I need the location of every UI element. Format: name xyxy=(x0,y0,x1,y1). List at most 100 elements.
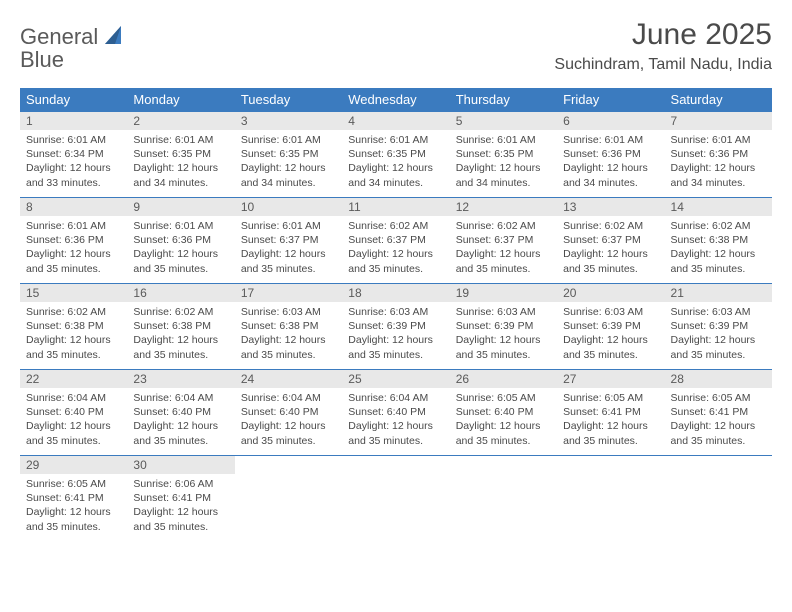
calendar-week-row: 22Sunrise: 6:04 AMSunset: 6:40 PMDayligh… xyxy=(20,370,772,456)
day-details: Sunrise: 6:01 AMSunset: 6:36 PMDaylight:… xyxy=(665,130,772,196)
calendar-week-row: 29Sunrise: 6:05 AMSunset: 6:41 PMDayligh… xyxy=(20,456,772,542)
calendar-cell xyxy=(557,456,664,542)
day-details: Sunrise: 6:01 AMSunset: 6:35 PMDaylight:… xyxy=(450,130,557,196)
day-details: Sunrise: 6:02 AMSunset: 6:37 PMDaylight:… xyxy=(342,216,449,282)
calendar-cell: 19Sunrise: 6:03 AMSunset: 6:39 PMDayligh… xyxy=(450,284,557,370)
day-number: 30 xyxy=(127,456,234,474)
calendar-cell: 28Sunrise: 6:05 AMSunset: 6:41 PMDayligh… xyxy=(665,370,772,456)
calendar-cell xyxy=(342,456,449,542)
weekday-header: Wednesday xyxy=(342,88,449,112)
day-number: 28 xyxy=(665,370,772,388)
day-number: 16 xyxy=(127,284,234,302)
day-details: Sunrise: 6:01 AMSunset: 6:34 PMDaylight:… xyxy=(20,130,127,196)
location-text: Suchindram, Tamil Nadu, India xyxy=(554,56,772,74)
day-number: 21 xyxy=(665,284,772,302)
day-details: Sunrise: 6:05 AMSunset: 6:41 PMDaylight:… xyxy=(665,388,772,454)
day-number: 20 xyxy=(557,284,664,302)
calendar-cell: 8Sunrise: 6:01 AMSunset: 6:36 PMDaylight… xyxy=(20,198,127,284)
day-details: Sunrise: 6:04 AMSunset: 6:40 PMDaylight:… xyxy=(342,388,449,454)
calendar-cell: 12Sunrise: 6:02 AMSunset: 6:37 PMDayligh… xyxy=(450,198,557,284)
weekday-header: Tuesday xyxy=(235,88,342,112)
day-details: Sunrise: 6:04 AMSunset: 6:40 PMDaylight:… xyxy=(20,388,127,454)
day-number: 8 xyxy=(20,198,127,216)
day-details: Sunrise: 6:03 AMSunset: 6:39 PMDaylight:… xyxy=(665,302,772,368)
calendar-week-row: 8Sunrise: 6:01 AMSunset: 6:36 PMDaylight… xyxy=(20,198,772,284)
day-details: Sunrise: 6:01 AMSunset: 6:35 PMDaylight:… xyxy=(127,130,234,196)
day-number: 12 xyxy=(450,198,557,216)
day-details: Sunrise: 6:01 AMSunset: 6:36 PMDaylight:… xyxy=(127,216,234,282)
calendar-cell: 10Sunrise: 6:01 AMSunset: 6:37 PMDayligh… xyxy=(235,198,342,284)
day-number: 6 xyxy=(557,112,664,130)
day-details: Sunrise: 6:01 AMSunset: 6:36 PMDaylight:… xyxy=(20,216,127,282)
day-details: Sunrise: 6:03 AMSunset: 6:39 PMDaylight:… xyxy=(557,302,664,368)
day-number: 14 xyxy=(665,198,772,216)
day-details: Sunrise: 6:02 AMSunset: 6:37 PMDaylight:… xyxy=(557,216,664,282)
day-number: 5 xyxy=(450,112,557,130)
title-block: June 2025 Suchindram, Tamil Nadu, India xyxy=(554,18,772,74)
calendar-cell: 22Sunrise: 6:04 AMSunset: 6:40 PMDayligh… xyxy=(20,370,127,456)
day-details: Sunrise: 6:01 AMSunset: 6:36 PMDaylight:… xyxy=(557,130,664,196)
day-number: 18 xyxy=(342,284,449,302)
day-number: 27 xyxy=(557,370,664,388)
day-number: 3 xyxy=(235,112,342,130)
calendar-cell xyxy=(665,456,772,542)
day-details: Sunrise: 6:02 AMSunset: 6:37 PMDaylight:… xyxy=(450,216,557,282)
calendar-cell: 30Sunrise: 6:06 AMSunset: 6:41 PMDayligh… xyxy=(127,456,234,542)
calendar-cell: 24Sunrise: 6:04 AMSunset: 6:40 PMDayligh… xyxy=(235,370,342,456)
calendar-week-row: 1Sunrise: 6:01 AMSunset: 6:34 PMDaylight… xyxy=(20,112,772,198)
day-number: 17 xyxy=(235,284,342,302)
weekday-header-row: SundayMondayTuesdayWednesdayThursdayFrid… xyxy=(20,88,772,112)
day-number: 10 xyxy=(235,198,342,216)
day-number: 9 xyxy=(127,198,234,216)
day-details: Sunrise: 6:05 AMSunset: 6:41 PMDaylight:… xyxy=(557,388,664,454)
calendar-cell: 4Sunrise: 6:01 AMSunset: 6:35 PMDaylight… xyxy=(342,112,449,198)
day-number: 25 xyxy=(342,370,449,388)
calendar-cell: 25Sunrise: 6:04 AMSunset: 6:40 PMDayligh… xyxy=(342,370,449,456)
weekday-header: Sunday xyxy=(20,88,127,112)
sail-icon xyxy=(105,26,125,49)
header: General Blue June 2025 Suchindram, Tamil… xyxy=(20,18,772,74)
calendar-cell: 15Sunrise: 6:02 AMSunset: 6:38 PMDayligh… xyxy=(20,284,127,370)
calendar-body: 1Sunrise: 6:01 AMSunset: 6:34 PMDaylight… xyxy=(20,112,772,542)
calendar-cell: 16Sunrise: 6:02 AMSunset: 6:38 PMDayligh… xyxy=(127,284,234,370)
calendar-cell xyxy=(450,456,557,542)
calendar-cell: 2Sunrise: 6:01 AMSunset: 6:35 PMDaylight… xyxy=(127,112,234,198)
day-number: 22 xyxy=(20,370,127,388)
calendar-cell: 1Sunrise: 6:01 AMSunset: 6:34 PMDaylight… xyxy=(20,112,127,198)
weekday-header: Friday xyxy=(557,88,664,112)
weekday-header: Thursday xyxy=(450,88,557,112)
day-details: Sunrise: 6:05 AMSunset: 6:41 PMDaylight:… xyxy=(20,474,127,540)
calendar-cell: 20Sunrise: 6:03 AMSunset: 6:39 PMDayligh… xyxy=(557,284,664,370)
day-details: Sunrise: 6:02 AMSunset: 6:38 PMDaylight:… xyxy=(20,302,127,368)
calendar-cell: 14Sunrise: 6:02 AMSunset: 6:38 PMDayligh… xyxy=(665,198,772,284)
day-number: 2 xyxy=(127,112,234,130)
day-number: 26 xyxy=(450,370,557,388)
day-number: 1 xyxy=(20,112,127,130)
day-details: Sunrise: 6:03 AMSunset: 6:39 PMDaylight:… xyxy=(450,302,557,368)
brand-logo: General Blue xyxy=(20,26,125,72)
day-number: 15 xyxy=(20,284,127,302)
weekday-header: Saturday xyxy=(665,88,772,112)
calendar-cell: 6Sunrise: 6:01 AMSunset: 6:36 PMDaylight… xyxy=(557,112,664,198)
day-details: Sunrise: 6:03 AMSunset: 6:39 PMDaylight:… xyxy=(342,302,449,368)
calendar-cell xyxy=(235,456,342,542)
day-number: 7 xyxy=(665,112,772,130)
calendar-cell: 11Sunrise: 6:02 AMSunset: 6:37 PMDayligh… xyxy=(342,198,449,284)
calendar-cell: 27Sunrise: 6:05 AMSunset: 6:41 PMDayligh… xyxy=(557,370,664,456)
day-details: Sunrise: 6:02 AMSunset: 6:38 PMDaylight:… xyxy=(127,302,234,368)
brand-word2: Blue xyxy=(20,47,64,72)
calendar-cell: 18Sunrise: 6:03 AMSunset: 6:39 PMDayligh… xyxy=(342,284,449,370)
calendar-cell: 7Sunrise: 6:01 AMSunset: 6:36 PMDaylight… xyxy=(665,112,772,198)
day-details: Sunrise: 6:06 AMSunset: 6:41 PMDaylight:… xyxy=(127,474,234,540)
day-details: Sunrise: 6:01 AMSunset: 6:35 PMDaylight:… xyxy=(235,130,342,196)
day-details: Sunrise: 6:04 AMSunset: 6:40 PMDaylight:… xyxy=(127,388,234,454)
day-number: 23 xyxy=(127,370,234,388)
calendar-cell: 21Sunrise: 6:03 AMSunset: 6:39 PMDayligh… xyxy=(665,284,772,370)
day-details: Sunrise: 6:01 AMSunset: 6:35 PMDaylight:… xyxy=(342,130,449,196)
brand-text: General Blue xyxy=(20,26,125,72)
weekday-header: Monday xyxy=(127,88,234,112)
day-details: Sunrise: 6:05 AMSunset: 6:40 PMDaylight:… xyxy=(450,388,557,454)
day-details: Sunrise: 6:01 AMSunset: 6:37 PMDaylight:… xyxy=(235,216,342,282)
calendar-week-row: 15Sunrise: 6:02 AMSunset: 6:38 PMDayligh… xyxy=(20,284,772,370)
day-details: Sunrise: 6:03 AMSunset: 6:38 PMDaylight:… xyxy=(235,302,342,368)
